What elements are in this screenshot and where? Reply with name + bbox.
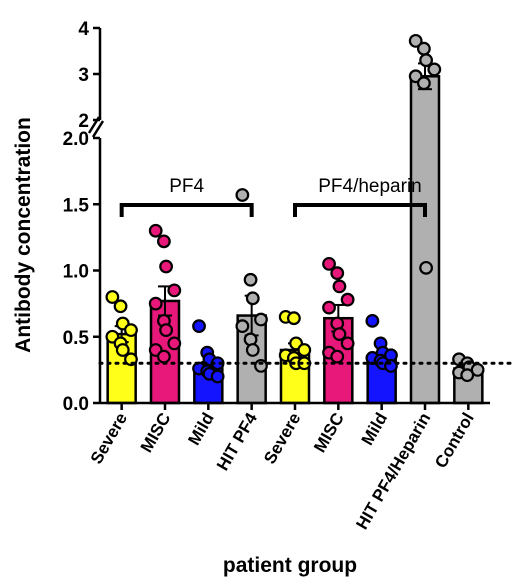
data-point-6-2 — [330, 266, 345, 281]
data-point-4-1 — [235, 188, 250, 202]
data-point-1-7 — [115, 343, 130, 357]
group-bracket-1 — [119, 203, 254, 217]
data-point-7-1 — [365, 313, 380, 328]
x-tick-label: Severe — [260, 410, 304, 468]
y-tick-label: 4 — [78, 19, 89, 40]
data-point-2-1 — [148, 223, 163, 238]
data-point-4-8 — [254, 359, 268, 373]
data-point-2-10 — [156, 349, 171, 364]
y-tick-label: 0.0 — [63, 394, 89, 415]
data-point-1-2 — [113, 299, 128, 314]
data-point-6-4 — [340, 292, 355, 307]
x-axis-label: patient group — [223, 554, 357, 577]
data-point-2-4 — [167, 283, 182, 298]
data-point-8-4 — [427, 62, 442, 77]
data-point-1-1 — [105, 290, 120, 304]
x-tick-label: MISC — [310, 410, 348, 456]
data-point-6-1 — [322, 256, 336, 271]
data-point-2-5 — [148, 296, 163, 311]
data-point-9-6 — [460, 368, 475, 383]
data-point-6-5 — [322, 300, 336, 315]
data-point-8-3 — [419, 53, 434, 68]
data-point-6-7 — [332, 327, 347, 342]
data-point-2-8 — [167, 336, 182, 351]
data-point-2-3 — [159, 259, 174, 274]
data-point-8-6 — [417, 76, 431, 91]
data-point-3-8 — [210, 369, 225, 384]
x-tick-label: Mild — [184, 410, 217, 449]
y-tick-label: 1.5 — [63, 195, 90, 216]
y-tick-label: 3 — [78, 65, 89, 86]
x-tick-label: Severe — [87, 410, 131, 468]
data-point-6-10 — [330, 349, 345, 364]
data-point-1-4 — [124, 323, 138, 338]
data-point-6-3 — [332, 279, 347, 294]
group-label: PF4/heparin — [318, 176, 422, 197]
data-point-3-1 — [192, 319, 206, 334]
x-tick-label: Control — [431, 410, 478, 472]
y-tick-label: 1.0 — [63, 262, 89, 283]
y-tick-label: 2 — [78, 111, 89, 132]
y-tick-label: 2.0 — [63, 129, 89, 150]
x-tick-label: HIT PF4 — [213, 409, 261, 474]
data-point-2-7 — [159, 323, 174, 338]
data-point-4-2 — [243, 272, 258, 287]
x-tick-label: Mild — [358, 410, 391, 449]
data-point-6-8 — [340, 336, 355, 351]
x-tick-label: MISC — [137, 410, 175, 456]
data-point-8-2 — [417, 41, 431, 56]
group-label: PF4 — [169, 176, 204, 197]
data-point-2-2 — [156, 234, 171, 249]
group-bracket-2 — [293, 203, 427, 217]
data-point-7-8 — [384, 359, 398, 373]
data-point-8-7 — [419, 260, 434, 275]
data-point-4-3 — [245, 291, 260, 306]
y-tick-label: 0.5 — [63, 328, 90, 349]
bar-8 — [409, 75, 441, 405]
data-point-8-1 — [408, 33, 423, 48]
y-axis-label: Antibody concentration — [12, 117, 35, 353]
axis-break-mark-2 — [91, 120, 105, 138]
data-point-4-5 — [235, 319, 250, 334]
data-point-5-4 — [297, 343, 312, 357]
data-point-4-4 — [254, 312, 268, 327]
data-point-5-2 — [287, 311, 301, 326]
data-point-4-7 — [245, 343, 260, 357]
